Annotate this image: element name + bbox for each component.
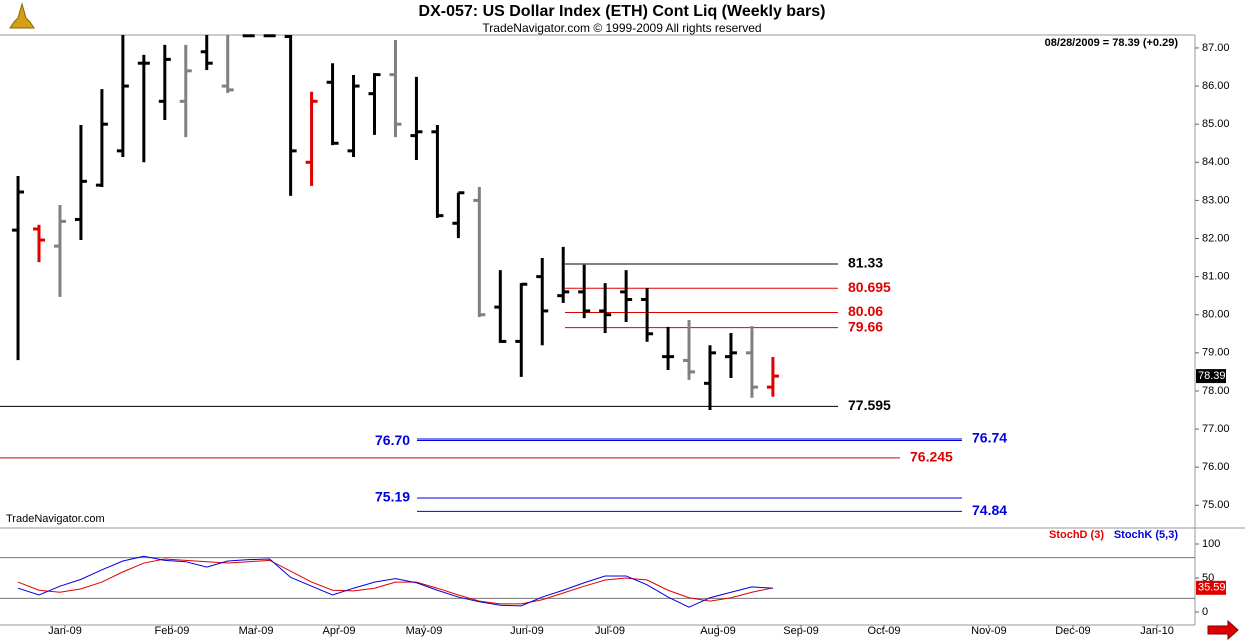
x-tick-label: Dec-09: [1055, 625, 1090, 637]
y-tick-label: 87.00: [1202, 42, 1230, 54]
y-tick-label: 83.00: [1202, 194, 1230, 206]
y-tick-label: 80.00: [1202, 309, 1230, 321]
x-tick-label: Oct-09: [868, 625, 901, 637]
stoch-line: [17, 558, 774, 605]
y-tick-label: 76.00: [1202, 461, 1230, 473]
last-value-label: 78.39: [1198, 370, 1226, 382]
y-tick-label: 85.00: [1202, 118, 1230, 130]
y-tick-label: 78.00: [1202, 385, 1230, 397]
scroll-arrow[interactable]: [1207, 619, 1239, 640]
level-label: 77.595: [848, 397, 891, 413]
level-label: 76.74: [972, 430, 1007, 446]
x-tick-label: Jul-09: [595, 625, 625, 637]
x-tick-label: Apr-09: [323, 625, 356, 637]
y-tick-label: 86.00: [1202, 80, 1230, 92]
level-label: 80.06: [848, 303, 883, 319]
legend-entry: StochD (3): [1049, 529, 1104, 541]
y-tick-label: 82.00: [1202, 232, 1230, 244]
x-tick-label: Jan-10: [1140, 625, 1174, 637]
level-label: 79.66: [848, 318, 883, 334]
logo: [9, 2, 35, 29]
logo-shape: [9, 2, 35, 29]
legend-entry: StochK (5,3): [1114, 529, 1179, 541]
y-tick-label: 79.00: [1202, 347, 1230, 359]
last-value-label: 35.59: [1198, 582, 1226, 594]
stoch-line: [17, 555, 773, 608]
y-tick-label: 77.00: [1202, 423, 1230, 435]
watermark: TradeNavigator.com: [6, 513, 105, 525]
level-label: 76.70: [375, 432, 410, 448]
last-value-box: [1196, 369, 1226, 384]
y-tick-label: 0: [1202, 606, 1208, 618]
level-label: 76.245: [910, 449, 953, 465]
x-tick-label: Sep-09: [783, 625, 818, 637]
x-tick-label: Feb-09: [155, 625, 190, 637]
level-label: 80.695: [848, 279, 891, 295]
chart-title: DX-057: US Dollar Index (ETH) Cont Liq (…: [419, 3, 826, 20]
x-tick-label: Nov-09: [971, 625, 1006, 637]
x-tick-label: Mar-09: [239, 625, 274, 637]
header-note: 08/28/2009 = 78.39 (+0.29): [1045, 37, 1179, 49]
x-tick-label: Jan-09: [48, 625, 82, 637]
y-tick-label: 81.00: [1202, 271, 1230, 283]
y-tick-label: 75.00: [1202, 499, 1230, 511]
chart-subtitle: TradeNavigator.com © 1999-2009 All right…: [482, 21, 761, 35]
level-label: 74.84: [972, 502, 1007, 518]
last-value-box: [1196, 580, 1226, 595]
x-tick-label: Aug-09: [700, 625, 735, 637]
level-label: 81.33: [848, 255, 883, 271]
x-tick-label: Jun-09: [510, 625, 544, 637]
level-label: 75.19: [375, 489, 410, 505]
y-tick-label: 100: [1202, 538, 1220, 550]
y-tick-label: 84.00: [1202, 156, 1230, 168]
x-tick-label: May-09: [406, 625, 443, 637]
